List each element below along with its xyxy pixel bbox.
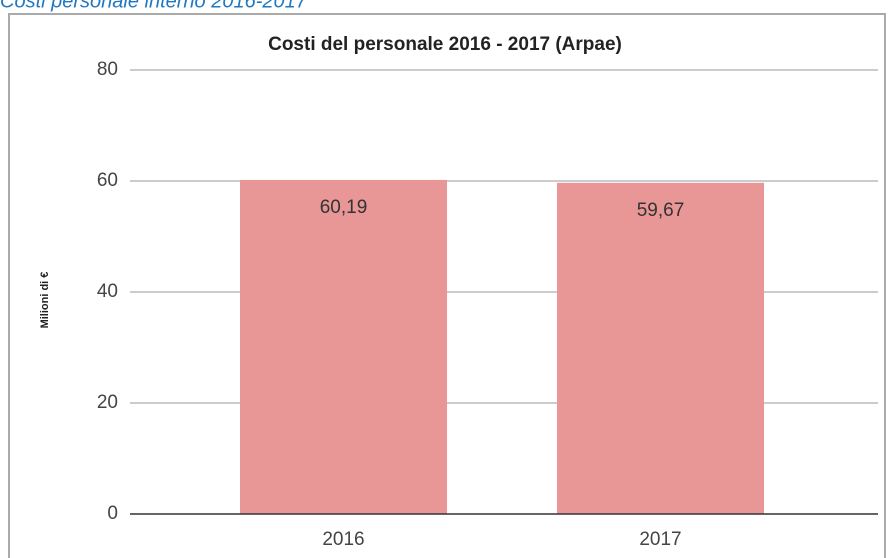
- y-tick-label: 80: [97, 59, 118, 80]
- y-tick-label: 20: [97, 392, 118, 413]
- caption: Costi personale interno 2016-2017: [0, 0, 308, 12]
- bar: [557, 182, 764, 515]
- chart-title: Costi del personale 2016 - 2017 (Arpae): [268, 34, 622, 55]
- x-tick-label: 2017: [639, 529, 681, 550]
- value-label: 60,19: [320, 197, 368, 218]
- y-tick-label: 40: [97, 281, 118, 302]
- y-axis-label: Milioni di €: [39, 272, 51, 329]
- x-tick-label: 2016: [322, 529, 364, 550]
- frame: [8, 13, 886, 558]
- y-tick-label: 0: [107, 503, 118, 524]
- y-tick-label: 60: [97, 170, 118, 191]
- value-label: 59,67: [637, 200, 685, 221]
- bar: [240, 179, 447, 514]
